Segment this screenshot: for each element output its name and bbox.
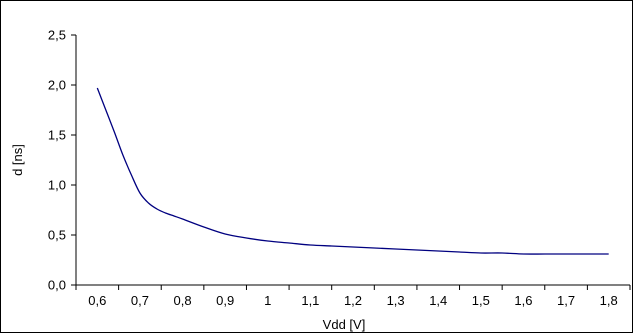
x-tick-label: 0,9: [216, 293, 234, 308]
y-tick-label: 2,5: [48, 28, 66, 43]
x-tick-label: 1,3: [387, 293, 405, 308]
x-tick-label: 1,8: [600, 293, 618, 308]
series-group: [96, 87, 609, 255]
x-tick-label: 1,7: [557, 293, 575, 308]
x-tick-label: 1: [264, 293, 271, 308]
y-axis-title: d [ns]: [10, 144, 25, 176]
y-tick-label: 1,5: [48, 128, 66, 143]
x-tick-label: 0,8: [173, 293, 191, 308]
y-tick-label: 0,0: [48, 278, 66, 293]
x-axis-title: Vdd [V]: [323, 317, 366, 332]
y-tick-label: 1,0: [48, 178, 66, 193]
x-tick-label: 1,5: [472, 293, 490, 308]
x-tick-label: 1,6: [514, 293, 532, 308]
x-tick-label: 0,6: [88, 293, 106, 308]
x-tick-label: 0,7: [131, 293, 149, 308]
delay-series-line: [96, 87, 609, 255]
x-tick-label: 1,2: [344, 293, 362, 308]
y-tick-group: 0,0 0,5 1,0 1,5 2,0 2,5: [48, 28, 76, 293]
x-tick-label: 1,4: [429, 293, 447, 308]
x-tick-label: 1,1: [301, 293, 319, 308]
x-tick-group: 0,6 0,7 0,8 0,9 1 1,1 1,2 1,3 1,4 1,5 1,6 1,7 1,8: [75, 285, 631, 308]
y-tick-label: 2,0: [48, 78, 66, 93]
y-tick-label: 0,5: [48, 228, 66, 243]
